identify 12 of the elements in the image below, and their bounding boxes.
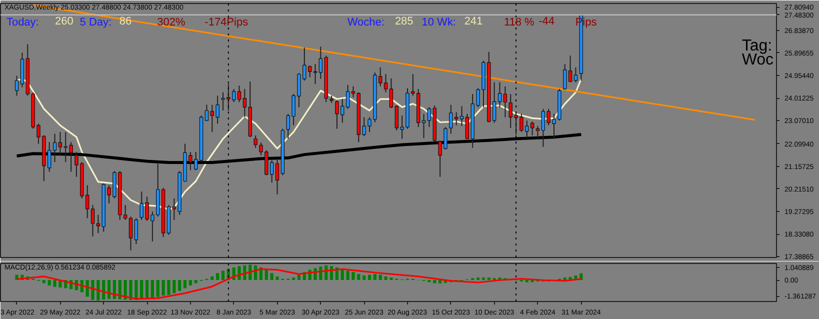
annotation: Tag: — [742, 38, 772, 54]
annotation: 285 — [394, 16, 414, 28]
annotation: -174Pips — [204, 16, 249, 28]
annotation: 10 Wk: — [422, 16, 456, 28]
annotation: 118 % — [504, 16, 535, 28]
annotation: Today: — [6, 16, 39, 28]
annotation: 302% — [157, 16, 186, 28]
annotation: 5 Day: — [80, 16, 112, 28]
annotation: 260 — [55, 16, 74, 28]
annotation: 241 — [464, 16, 483, 28]
annotation: -44 — [538, 16, 555, 28]
annotation: Woche: — [347, 16, 384, 28]
